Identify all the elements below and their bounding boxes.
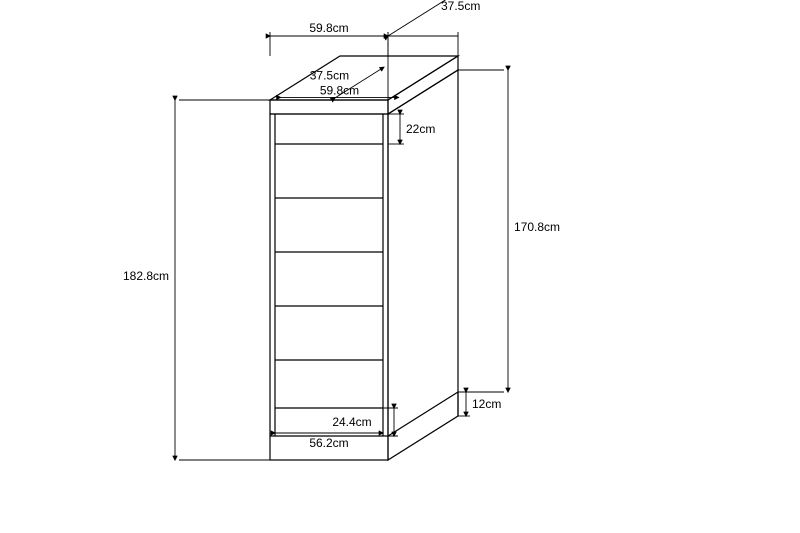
dim-bottom-compartment: 24.4cm	[332, 415, 371, 429]
dim-overall-height: 182.8cm	[123, 269, 169, 283]
dim-base-height: 12cm	[472, 397, 501, 411]
dim-inner-width-bottom: 56.2cm	[309, 436, 348, 450]
dim-inner-height: 170.8cm	[514, 220, 560, 234]
bookshelf-dimension-diagram: 59.8cm37.5cm37.5cm59.8cm22cm182.8cm170.8…	[0, 0, 800, 533]
dimension-labels: 59.8cm37.5cm37.5cm59.8cm22cm182.8cm170.8…	[123, 0, 560, 450]
dim-inner-width-top: 59.8cm	[320, 83, 359, 97]
dim-outer-depth: 37.5cm	[441, 0, 480, 13]
bookshelf-outline	[270, 56, 458, 460]
dim-outer-width: 59.8cm	[309, 21, 348, 35]
dim-top-compartment: 22cm	[406, 122, 435, 136]
dim-inner-depth-top: 37.5cm	[310, 69, 349, 83]
